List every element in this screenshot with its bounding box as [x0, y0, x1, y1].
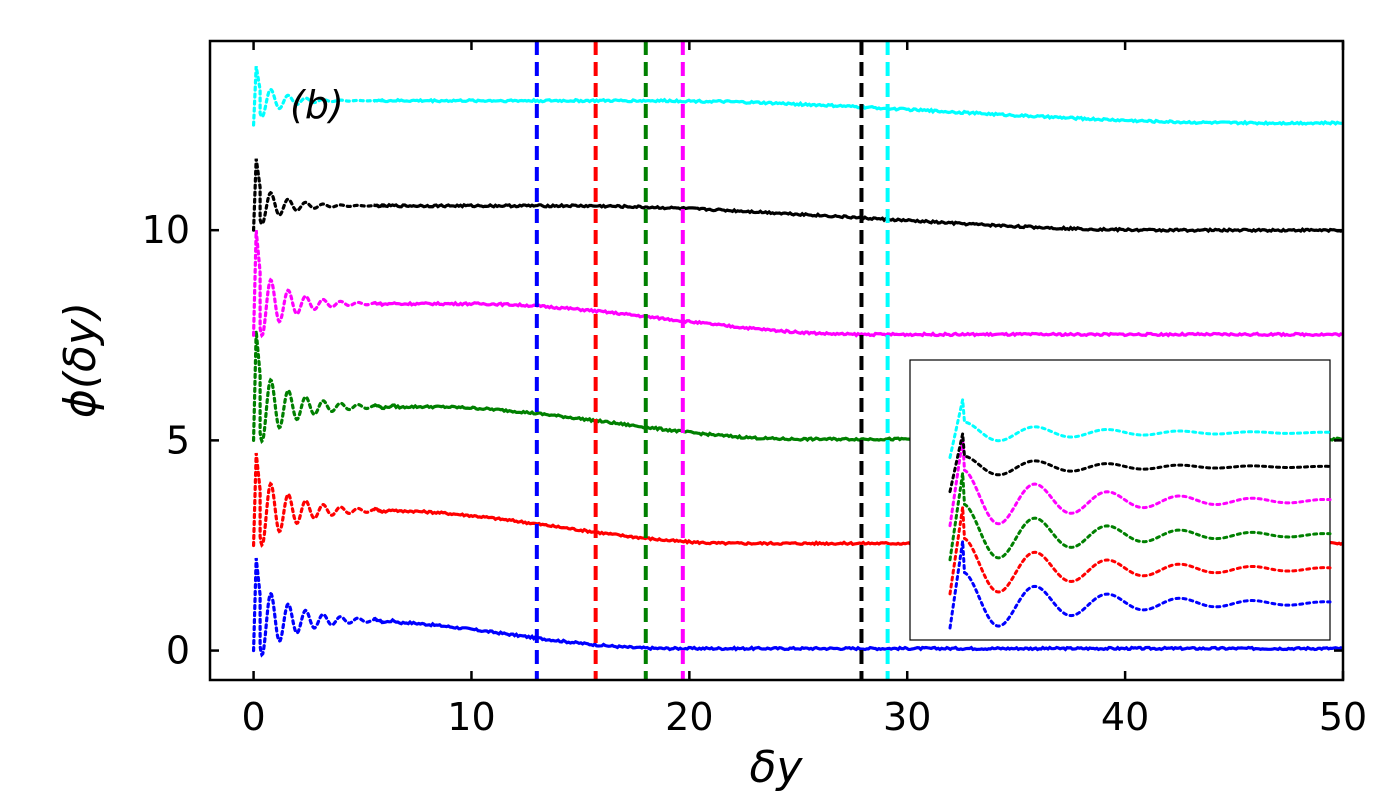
- ticks-layer: 0 10 20 30 40 50 0 5 10: [142, 41, 1367, 739]
- inset-curve-cyan: [948, 399, 1332, 459]
- inset-curve-blue: [948, 540, 1332, 630]
- inset-curve-black: [948, 433, 1332, 494]
- curve-red-ripple: [251, 452, 386, 548]
- curve-blue-ripple: [251, 557, 386, 658]
- curve-cyan: [372, 97, 1343, 126]
- plot-frame: [208, 39, 1345, 682]
- inset-curve-red: [948, 506, 1332, 596]
- curve-black-ripple: [251, 158, 386, 232]
- y-tick-label: 0: [166, 629, 190, 673]
- curve-green-ripple: [251, 330, 386, 445]
- curve-magenta-ripple: [251, 230, 386, 339]
- x-tick-label: 0: [241, 695, 265, 739]
- x-tick-label: 40: [1101, 695, 1149, 739]
- x-tick-label: 50: [1319, 695, 1367, 739]
- inset-plot: [909, 359, 1332, 641]
- x-axis-label: δy: [750, 742, 804, 793]
- y-tick-label: 10: [142, 208, 190, 252]
- curve-black: [372, 202, 1343, 234]
- y-tick-label: 5: [166, 418, 190, 462]
- inset-curve-magenta: [948, 438, 1332, 528]
- x-tick-label: 20: [665, 695, 713, 739]
- y-axis-label: ϕ(δy): [55, 302, 106, 418]
- x-tick-label: 10: [447, 695, 495, 739]
- panel-label: (b): [290, 83, 344, 127]
- x-tick-label: 30: [883, 695, 931, 739]
- reference-lines-layer: [534, 41, 890, 680]
- curve-magenta: [373, 300, 1343, 338]
- curve-cyan-ripple: [251, 65, 386, 127]
- inset-curve-green: [948, 472, 1332, 562]
